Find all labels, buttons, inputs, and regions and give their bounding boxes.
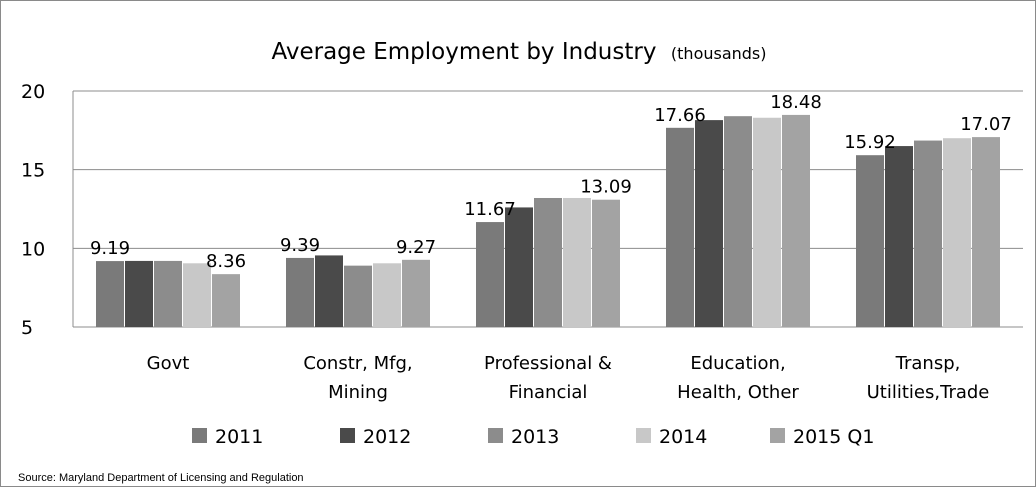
data-label: 18.48 (770, 92, 822, 113)
bar-2011-cat2 (476, 222, 504, 327)
legend-swatch (340, 428, 355, 443)
chart-title-main: Average Employment by Industry (271, 39, 656, 65)
bar-2014-cat0 (183, 263, 211, 327)
bar-2015-q1-cat2 (592, 199, 620, 327)
legend-label: 2013 (511, 426, 559, 448)
bar-2015-q1-cat1 (402, 259, 430, 327)
data-label: 9.27 (396, 237, 436, 258)
y-tick-label: 10 (21, 238, 45, 260)
bar-2014-cat3 (753, 117, 781, 327)
bar-2011-cat3 (666, 127, 694, 327)
x-category-label: Utilities,Trade (867, 382, 990, 403)
bar-2012-cat0 (125, 260, 153, 327)
legend-swatch (636, 428, 651, 443)
data-label: 13.09 (580, 177, 632, 198)
data-labels: 9.19 8.36 9.39 9.27 11.67 13.09 17.66 18.48 15.9… (90, 92, 1012, 272)
y-axis-ticks: 5 10 15 20 (21, 81, 45, 339)
x-category-label: Professional & (484, 353, 612, 374)
legend-swatch (488, 428, 503, 443)
data-label: 9.19 (90, 238, 130, 259)
bar-2011-cat0 (96, 261, 124, 327)
bar-2012-cat2 (505, 207, 533, 327)
bar-2014-cat4 (943, 138, 971, 327)
x-category-label: Constr, Mfg, (303, 353, 412, 374)
x-category-label: Financial (509, 382, 588, 403)
bar-2012-cat3 (695, 120, 723, 328)
chart-title: Average Employment by Industry (thousand… (271, 39, 766, 65)
bar-2015-q1-cat0 (212, 274, 240, 327)
legend-label: 2015 Q1 (793, 426, 874, 448)
data-label: 17.07 (960, 114, 1012, 135)
chart-title-unit: (thousands) (671, 44, 767, 63)
bar-2014-cat2 (563, 197, 591, 327)
y-tick-label: 20 (21, 81, 45, 103)
legend-swatch (192, 428, 207, 443)
bar-2013-cat2 (534, 197, 562, 327)
data-label: 17.66 (654, 105, 706, 126)
bar-2011-cat4 (856, 155, 884, 327)
legend: 2011 2012 2013 2014 2015 Q1 (192, 426, 874, 448)
bar-2013-cat3 (724, 116, 752, 327)
bar-2015-q1-cat4 (972, 137, 1000, 327)
legend-label: 2012 (363, 426, 411, 448)
source-note: Source: Maryland Department of Licensing… (18, 472, 304, 484)
x-axis-categories: Govt Constr, Mfg, Mining Professional & Fina… (147, 353, 990, 403)
y-tick-label: 5 (21, 317, 33, 339)
bar-2014-cat1 (373, 263, 401, 327)
x-category-label: Transp, (895, 353, 961, 374)
data-label: 15.92 (844, 132, 896, 153)
bar-2011-cat1 (286, 257, 314, 327)
legend-swatch (770, 428, 785, 443)
y-tick-label: 15 (21, 160, 45, 182)
bar-2012-cat1 (315, 255, 343, 327)
bar-2013-cat4 (914, 140, 942, 327)
x-category-label: Govt (147, 353, 190, 374)
bar-2013-cat0 (154, 260, 182, 327)
x-category-label: Health, Other (677, 382, 799, 403)
bar-2012-cat4 (885, 146, 913, 327)
bars (96, 114, 1000, 328)
legend-label: 2011 (215, 426, 263, 448)
x-category-label: Mining (328, 382, 388, 403)
x-category-label: Education, (690, 353, 785, 374)
legend-label: 2014 (659, 426, 707, 448)
bar-2013-cat1 (344, 265, 372, 327)
data-label: 8.36 (206, 251, 246, 272)
data-label: 11.67 (464, 199, 516, 220)
data-label: 9.39 (280, 235, 320, 256)
bar-2015-q1-cat3 (782, 114, 810, 327)
